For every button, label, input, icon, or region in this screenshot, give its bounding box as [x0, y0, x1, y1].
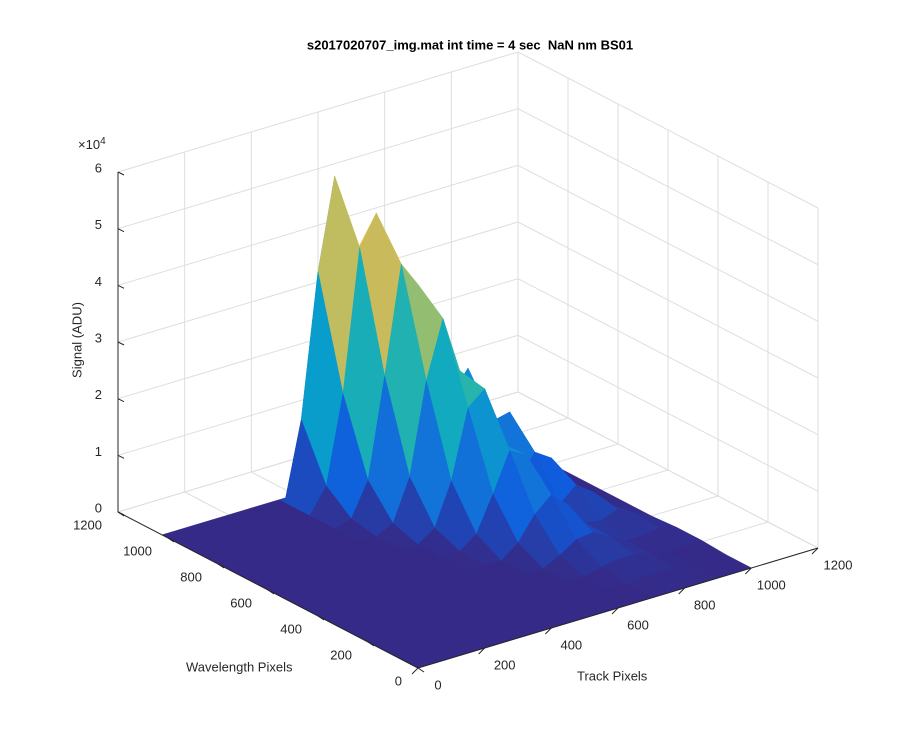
z-tick — [117, 228, 125, 233]
chart-title: s2017020707_img.mat int time = 4 sec NaN… — [307, 37, 633, 52]
z-tick — [117, 171, 125, 176]
grid-line — [517, 334, 819, 492]
z-tick — [117, 454, 125, 459]
y-tick-label: 1200 — [73, 517, 102, 532]
z-tick — [117, 284, 125, 289]
surface — [161, 176, 752, 669]
x-tick-label: 1000 — [757, 577, 786, 592]
y-tick — [417, 667, 425, 673]
x-tick-label: 600 — [627, 617, 649, 632]
z-tick-label: 2 — [95, 387, 102, 402]
x-tick-label: 0 — [434, 677, 441, 692]
y-tick — [217, 563, 225, 569]
grid-line — [117, 164, 519, 286]
z-tick — [117, 398, 125, 403]
z-tick-label: 4 — [95, 274, 102, 289]
z-tick-label: 6 — [95, 160, 102, 175]
z-tick — [117, 511, 125, 516]
x-tick — [611, 607, 619, 615]
y-tick — [367, 641, 375, 647]
z-tick — [117, 341, 125, 346]
y-tick-label: 400 — [280, 621, 302, 636]
grid-line — [517, 51, 819, 209]
grid-line — [517, 108, 819, 266]
grid-line — [117, 108, 519, 230]
x-tick — [478, 647, 486, 655]
x-axis-label: Track Pixels — [577, 668, 648, 683]
z-tick-label: 1 — [95, 444, 102, 459]
grid-line — [117, 51, 519, 173]
x-tick — [744, 567, 752, 575]
y-axis-label: Wavelength Pixels — [186, 659, 293, 674]
grid-line — [517, 221, 819, 379]
x-tick — [678, 587, 686, 595]
z-tick-label: 0 — [95, 500, 102, 515]
y-tick-label: 200 — [330, 647, 352, 662]
z-multiplier-base: ×10 — [78, 137, 100, 152]
y-tick-label: 600 — [230, 595, 252, 610]
y-tick — [317, 615, 325, 621]
x-tick-label: 1200 — [824, 557, 853, 572]
z-axis-label: Signal (ADU) — [69, 302, 84, 378]
z-multiplier-exponent: 4 — [100, 136, 106, 147]
z-multiplier: ×104 — [78, 136, 106, 153]
grid-line — [517, 164, 819, 322]
x-tick — [544, 627, 552, 635]
x-tick-label: 200 — [494, 657, 516, 672]
y-tick — [267, 589, 275, 595]
grid-line — [517, 391, 819, 549]
z-tick-label: 5 — [95, 217, 102, 232]
x-tick — [811, 547, 819, 555]
y-tick-label: 0 — [395, 673, 402, 688]
y-tick-label: 800 — [180, 569, 202, 584]
grid-line — [517, 278, 819, 436]
x-tick-label: 800 — [694, 597, 716, 612]
y-tick-label: 1000 — [123, 543, 152, 558]
axes: 0200400600800100012000200400600800100012… — [73, 160, 852, 692]
x-tick-label: 400 — [560, 637, 582, 652]
x-tick — [411, 667, 419, 675]
y-tick — [167, 537, 175, 543]
z-tick-label: 3 — [95, 330, 102, 345]
